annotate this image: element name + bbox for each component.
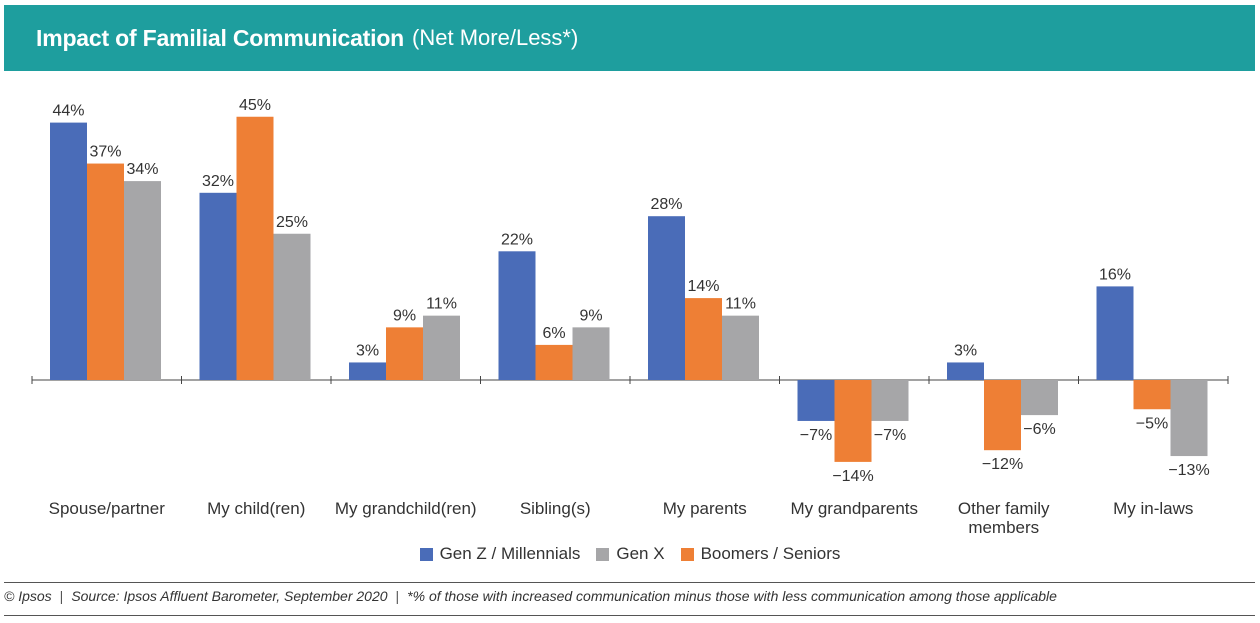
- bar-gen-z-millennials-my-grandparents: [797, 380, 835, 421]
- data-label-gen-x-spouse-partner: 34%: [126, 161, 158, 178]
- legend-swatch-gen-z: [419, 547, 433, 561]
- bar-gen-z-millennials-spouse-partner: [50, 122, 87, 380]
- data-label-boomers-seniors-my-grandparents: −14%: [832, 468, 873, 485]
- data-label-gen-z-millennials-sibling-s: 22%: [501, 231, 533, 248]
- bar-gen-x-sibling-s: [572, 327, 610, 380]
- category-label-spouse-partner: Spouse/partner: [49, 499, 166, 518]
- legend-item-gen-z: Gen Z / Millennials: [419, 544, 581, 564]
- footer: © Ipsos | Source: Ipsos Affluent Barometer…: [4, 588, 1057, 604]
- footer-note: *% of those with increased communication…: [407, 588, 1057, 604]
- bar-gen-z-millennials-my-parents: [648, 216, 685, 380]
- bar-boomers-seniors-my-in-laws: [1133, 380, 1171, 410]
- bar-boomers-seniors-my-child-ren: [236, 116, 274, 380]
- bar-gen-z-millennials-my-grandchild-ren: [349, 362, 386, 380]
- bar-gen-z-millennials-other-family-members: [947, 362, 984, 380]
- data-label-gen-x-my-grandchild-ren: 11%: [426, 296, 457, 313]
- legend-swatch-gen-x: [596, 547, 610, 561]
- bar-boomers-seniors-sibling-s: [535, 344, 573, 380]
- data-label-boomers-seniors-sibling-s: 6%: [542, 325, 565, 342]
- data-label-gen-z-millennials-my-grandparents: −7%: [800, 427, 832, 444]
- data-label-boomers-seniors-my-child-ren: 45%: [239, 97, 271, 114]
- category-label-my-grandchild-ren: My grandchild(ren): [335, 499, 477, 518]
- footer-source: Source: Ipsos Affluent Barometer, Septem…: [71, 588, 388, 604]
- bar-gen-x-my-parents: [722, 315, 759, 380]
- data-label-boomers-seniors-my-in-laws: −5%: [1136, 415, 1168, 432]
- category-label-my-parents: My parents: [663, 499, 747, 518]
- data-label-gen-x-my-grandparents: −7%: [874, 427, 906, 444]
- legend-swatch-boomers: [680, 547, 694, 561]
- data-label-gen-z-millennials-my-in-laws: 16%: [1099, 266, 1131, 283]
- bar-gen-z-millennials-my-in-laws: [1096, 286, 1134, 380]
- legend-label-boomers: Boomers / Seniors: [700, 544, 841, 563]
- data-label-gen-z-millennials-my-parents: 28%: [650, 196, 682, 213]
- bar-boomers-seniors-my-grandparents: [834, 380, 872, 462]
- legend-label-gen-x: Gen X: [616, 544, 665, 563]
- legend-item-boomers: Boomers / Seniors: [680, 544, 841, 564]
- chart-legend: Gen Z / Millennials Gen X Boomers / Seni…: [0, 544, 1260, 564]
- bar-gen-x-my-grandchild-ren: [423, 315, 460, 380]
- category-label-my-grandparents: My grandparents: [790, 499, 918, 518]
- data-label-gen-x-my-parents: 11%: [725, 296, 756, 313]
- data-label-gen-z-millennials-spouse-partner: 44%: [52, 103, 84, 120]
- bar-gen-x-my-grandparents: [871, 380, 909, 421]
- footer-copyright: © Ipsos: [4, 588, 52, 604]
- data-label-boomers-seniors-other-family-members: −12%: [982, 456, 1023, 473]
- data-label-boomers-seniors-my-parents: 14%: [687, 278, 719, 295]
- legend-item-gen-x: Gen X: [596, 544, 665, 564]
- bar-gen-x-my-in-laws: [1170, 380, 1208, 457]
- data-label-gen-x-other-family-members: −6%: [1023, 421, 1055, 438]
- data-label-gen-z-millennials-my-grandchild-ren: 3%: [356, 342, 379, 359]
- category-label-other-family-members: Other family members: [958, 499, 1050, 537]
- bar-gen-x-other-family-members: [1021, 380, 1058, 416]
- data-label-boomers-seniors-my-grandchild-ren: 9%: [393, 307, 416, 324]
- bar-boomers-seniors-other-family-members: [984, 380, 1021, 451]
- legend-label-gen-z: Gen Z / Millennials: [439, 544, 581, 563]
- chart-subtitle: (Net More/Less*): [412, 25, 579, 50]
- data-label-gen-z-millennials-my-child-ren: 32%: [202, 173, 234, 190]
- data-label-gen-x-sibling-s: 9%: [579, 307, 602, 324]
- bar-gen-x-my-child-ren: [273, 233, 311, 380]
- bar-chart: 44% 37% 34% Spouse/partner 32% 45% 25% My child…: [31, 97, 1229, 537]
- category-label-sibling-s: Sibling(s): [520, 499, 591, 518]
- data-label-gen-x-my-child-ren: 25%: [276, 214, 308, 231]
- footer-bottom-rule: [4, 615, 1255, 616]
- bar-boomers-seniors-my-grandchild-ren: [386, 327, 423, 380]
- footer-top-rule: [4, 582, 1255, 583]
- category-label-my-in-laws: My in-laws: [1113, 499, 1193, 518]
- bar-boomers-seniors-spouse-partner: [87, 163, 124, 380]
- bar-gen-z-millennials-my-child-ren: [199, 192, 237, 380]
- category-label-my-child-ren: My child(ren): [207, 499, 305, 518]
- data-label-gen-z-millennials-other-family-members: 3%: [954, 342, 977, 359]
- chart-header: Impact of Familial Communication (Net Mo…: [4, 5, 1255, 71]
- data-label-gen-x-my-in-laws: −13%: [1168, 462, 1209, 479]
- bar-boomers-seniors-my-parents: [685, 298, 722, 380]
- data-label-boomers-seniors-spouse-partner: 37%: [89, 144, 121, 161]
- chart-title: Impact of Familial Communication: [36, 24, 405, 51]
- bar-gen-x-spouse-partner: [124, 181, 161, 380]
- bar-gen-z-millennials-sibling-s: [498, 251, 536, 380]
